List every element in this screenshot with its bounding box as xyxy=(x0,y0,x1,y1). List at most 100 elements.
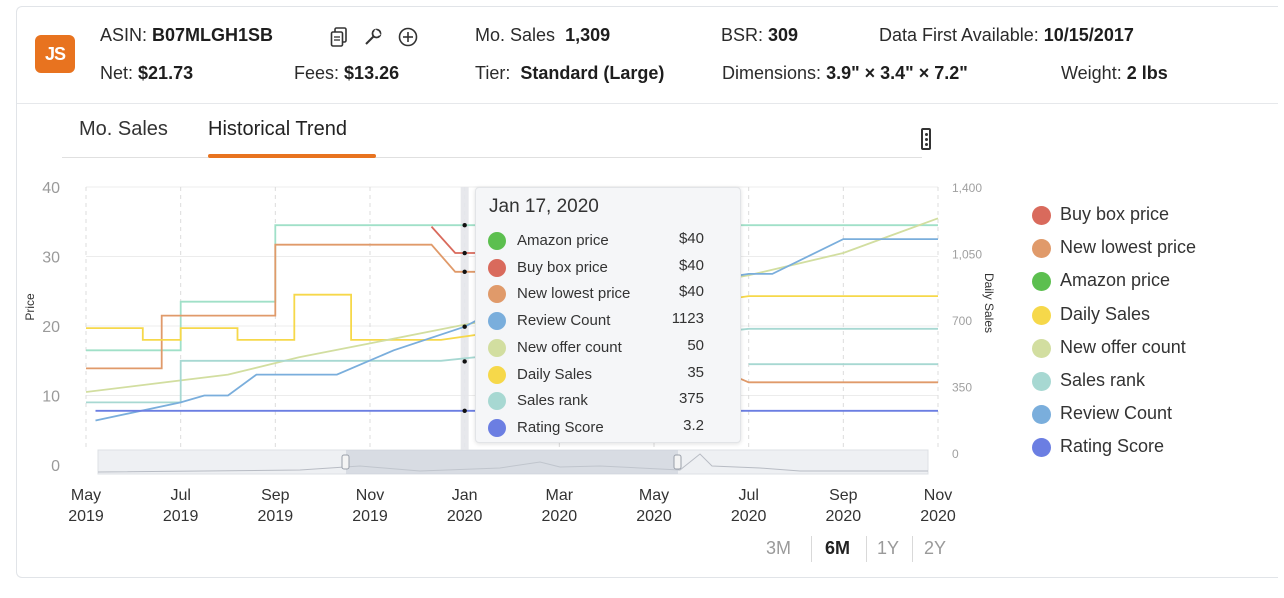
weight-field: Weight: 2 lbs xyxy=(1061,63,1168,83)
y-tick-label: 20 xyxy=(42,319,60,336)
js-logo: JS xyxy=(35,35,75,73)
tooltip-row: Review Count 1123 xyxy=(488,309,724,333)
y2-tick-label: 700 xyxy=(952,314,972,328)
tooltip-row-label: Amazon price xyxy=(517,232,609,249)
legend-label: Sales rank xyxy=(1060,370,1146,390)
tooltip-row-value: 50 xyxy=(687,336,704,354)
x-tick-year: 2020 xyxy=(542,508,578,525)
legend-label: New offer count xyxy=(1060,336,1186,357)
tooltip-row-value: 1123 xyxy=(671,310,704,328)
series-color-dot xyxy=(488,258,506,277)
x-tick-year: 2020 xyxy=(731,508,767,525)
series-line xyxy=(85,217,939,393)
x-tick-month: Mar xyxy=(546,487,574,504)
series-color-dot xyxy=(488,338,506,357)
dimensions-field: Dimensions: 3.9" × 3.4" × 7.2" xyxy=(722,63,968,83)
series-line xyxy=(95,238,938,422)
range-separator xyxy=(912,536,913,562)
x-tick-year: 2019 xyxy=(352,508,388,525)
tooltip-row-value: 35 xyxy=(687,363,704,381)
copy-icon[interactable] xyxy=(330,27,348,52)
tooltip-row-label: New lowest price xyxy=(517,285,631,303)
legend-color-dot xyxy=(1032,239,1051,259)
tools-icon[interactable] xyxy=(363,27,383,52)
y2-tick-label: 350 xyxy=(952,381,972,395)
tooltip-row-label: Review Count xyxy=(517,312,611,330)
x-tick-year: 2019 xyxy=(68,508,104,525)
tooltip-date: Jan 17, 2020 xyxy=(489,196,599,217)
x-tick-month: Sep xyxy=(829,487,858,504)
x-tick-year: 2020 xyxy=(636,508,672,525)
range-button-2y[interactable]: 2Y xyxy=(924,538,947,558)
y-tick-label: 30 xyxy=(42,250,60,267)
hover-point xyxy=(462,250,467,256)
x-tick-year: 2020 xyxy=(920,508,956,525)
y2-tick-label: 1,050 xyxy=(952,248,982,262)
x-tick-month: May xyxy=(71,487,101,504)
hover-point xyxy=(462,223,467,228)
legend-color-dot xyxy=(1032,372,1051,391)
asin-field: ASIN: B07MLGH1SB xyxy=(100,25,274,45)
add-circle-icon[interactable] xyxy=(398,27,418,52)
navigator-handle-right xyxy=(673,454,682,470)
hover-point xyxy=(462,359,467,364)
legend-color-dot xyxy=(1032,338,1051,358)
y-axis-label: Price xyxy=(23,293,37,321)
tooltip-row: New offer count 50 xyxy=(488,336,724,360)
mo-sales-field: Mo. Sales 1,309 xyxy=(475,25,611,45)
asin-value: B07MLGH1SB xyxy=(152,25,274,45)
tooltip-row: Sales rank 375 xyxy=(488,389,724,413)
legend-label: Amazon price xyxy=(1060,270,1171,291)
x-tick-month: May xyxy=(639,487,669,504)
range-separator xyxy=(811,536,812,562)
x-tick-month: Nov xyxy=(356,487,384,504)
tooltip-row-label: Buy box price xyxy=(517,258,608,276)
range-button-3m[interactable]: 3M xyxy=(766,538,792,558)
legend-color-dot xyxy=(1032,438,1051,458)
series-color-dot xyxy=(488,392,506,411)
product-header: JS ASIN: B07MLGH1SB Mo. Sales 1,309 BSR:… xyxy=(17,7,1278,104)
tooltip-row-label: Daily Sales xyxy=(517,365,593,383)
tooltip-row: Buy box price $40 xyxy=(488,256,724,280)
bsr-field: BSR: 309 xyxy=(721,25,799,45)
tab-mo-sales[interactable]: Mo. Sales xyxy=(79,118,168,140)
tier-field: Tier: Standard (Large) xyxy=(475,63,665,83)
tooltip-row-value: $40 xyxy=(678,230,704,247)
tab-historical-trend[interactable]: Historical Trend xyxy=(208,118,347,140)
y2-tick-label: 1,400 xyxy=(952,181,982,195)
series-color-dot xyxy=(488,418,506,437)
legend-label: New lowest price xyxy=(1060,237,1197,258)
chart-tooltip: Jan 17, 2020 Amazon price $40 Buy box pric… xyxy=(475,187,741,443)
legend-label: Review Count xyxy=(1060,403,1173,424)
x-tick-month: Jul xyxy=(738,487,758,504)
series-color-dot xyxy=(488,365,506,384)
active-tab-indicator xyxy=(208,154,376,158)
legend-label: Daily Sales xyxy=(1060,303,1151,324)
net-field: Net: $21.73 xyxy=(100,63,194,83)
series-color-dot xyxy=(488,312,506,331)
x-tick-month: Nov xyxy=(924,487,952,504)
hover-band xyxy=(460,187,469,451)
series-color-dot xyxy=(488,285,506,304)
tooltip-row-label: Rating Score xyxy=(517,418,604,436)
range-button-6m[interactable]: 6M xyxy=(825,538,851,558)
x-tick-year: 2019 xyxy=(258,508,294,525)
hover-point xyxy=(462,324,467,329)
series-line xyxy=(86,327,938,404)
y2-axis-label: Daily Sales xyxy=(982,273,996,333)
tab-divider xyxy=(62,157,922,158)
legend-color-dot xyxy=(1032,206,1051,225)
tooltip-row-value: $40 xyxy=(678,283,704,301)
tooltip-row: Amazon price $40 xyxy=(488,229,724,253)
y-tick-label: 0 xyxy=(51,458,60,475)
y2-tick-label: 0 xyxy=(952,447,959,461)
fees-field: Fees: $13.26 xyxy=(294,63,400,83)
tooltip-row-label: New offer count xyxy=(517,338,622,356)
kebab-menu-icon[interactable] xyxy=(921,128,931,150)
range-button-1y[interactable]: 1Y xyxy=(877,538,900,558)
x-tick-year: 2019 xyxy=(163,508,199,525)
tooltip-row: New lowest price $40 xyxy=(488,282,724,306)
legend-color-dot xyxy=(1032,305,1051,325)
navigator-handle-left xyxy=(341,454,350,470)
